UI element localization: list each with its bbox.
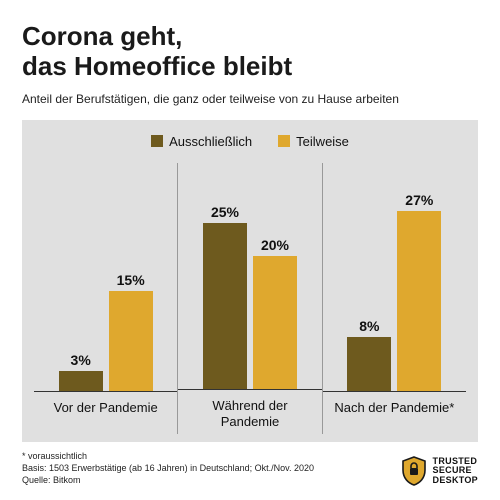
group-after: 8% 27% Nach der Pandemie* (322, 163, 466, 434)
bar-exclusive: 25% (203, 204, 247, 390)
bar-rect (203, 223, 247, 390)
bar-partial: 27% (397, 192, 441, 391)
group-label: Während der Pandemie (178, 390, 321, 433)
page-title: Corona geht, das Homeoffice bleibt (22, 22, 478, 82)
footer: * voraussichtlich Basis: 1503 Erwerbstät… (22, 450, 478, 486)
legend-label: Teilweise (296, 134, 349, 149)
bar-value: 20% (261, 237, 289, 253)
bars: 8% 27% (323, 163, 466, 391)
chart-groups: 3% 15% Vor der Pandemie 25% (34, 163, 466, 434)
legend-swatch-icon (151, 135, 163, 147)
legend-item-exclusive: Ausschließlich (151, 134, 252, 149)
trust-badge: TRUSTED SECURE DESKTOP (401, 456, 478, 486)
bar-value: 15% (117, 272, 145, 288)
bar-rect (397, 211, 441, 391)
legend-swatch-icon (278, 135, 290, 147)
chart-area: Ausschließlich Teilweise 3% 15% (22, 120, 478, 442)
bar-exclusive: 8% (347, 318, 391, 390)
bar-partial: 15% (109, 272, 153, 391)
bar-rect (253, 256, 297, 389)
footnote-line: Basis: 1503 Erwerbstätige (ab 16 Jahren)… (22, 462, 314, 474)
title-line-1: Corona geht, (22, 21, 182, 51)
bar-exclusive: 3% (59, 352, 103, 391)
group-label: Vor der Pandemie (34, 392, 177, 434)
bars: 25% 20% (178, 163, 321, 390)
subtitle: Anteil der Berufstätigen, die ganz oder … (22, 92, 478, 106)
bar-rect (347, 337, 391, 390)
legend-label: Ausschließlich (169, 134, 252, 149)
badge-text: TRUSTED SECURE DESKTOP (433, 457, 478, 485)
bar-rect (109, 291, 153, 391)
group-label: Nach der Pandemie* (323, 392, 466, 434)
title-line-2: das Homeoffice bleibt (22, 51, 292, 81)
group-before: 3% 15% Vor der Pandemie (34, 163, 177, 434)
group-during: 25% 20% Während der Pandemie (177, 163, 321, 434)
shield-icon (401, 456, 427, 486)
legend-item-partial: Teilweise (278, 134, 349, 149)
badge-line: DESKTOP (433, 476, 478, 485)
legend: Ausschließlich Teilweise (34, 134, 466, 149)
bar-value: 25% (211, 204, 239, 220)
footnote-line: * voraussichtlich (22, 450, 314, 462)
bar-value: 27% (405, 192, 433, 208)
bars: 3% 15% (34, 163, 177, 391)
bar-value: 3% (71, 352, 91, 368)
bar-partial: 20% (253, 237, 297, 389)
footnotes: * voraussichtlich Basis: 1503 Erwerbstät… (22, 450, 314, 486)
bar-rect (59, 371, 103, 391)
footnote-line: Quelle: Bitkom (22, 474, 314, 486)
bar-value: 8% (359, 318, 379, 334)
infographic-container: Corona geht, das Homeoffice bleibt Antei… (0, 0, 500, 500)
